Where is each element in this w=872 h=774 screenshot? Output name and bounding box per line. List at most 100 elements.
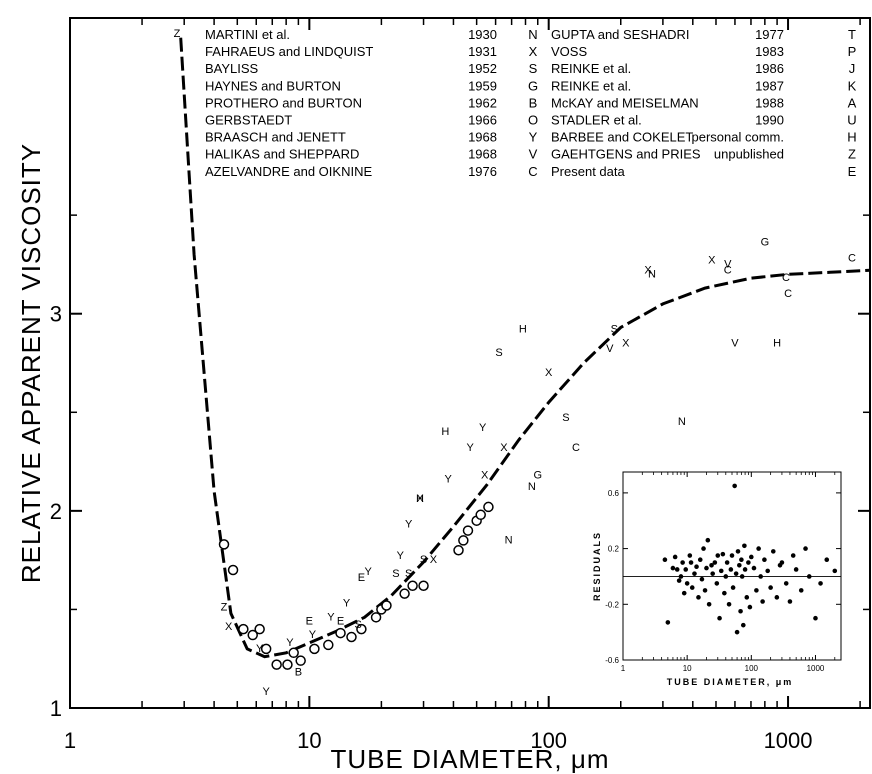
inset-frame <box>622 471 842 661</box>
data-point-Y: Y <box>364 566 372 578</box>
residual-point <box>723 574 729 579</box>
residual-point <box>692 571 697 576</box>
data-point-X: X <box>644 264 652 276</box>
data-point-Y: Y <box>444 473 452 485</box>
legend-year: 1968 <box>468 147 497 162</box>
legend-symbol: E <box>848 164 857 179</box>
legend-author: STADLER et al. <box>551 113 642 128</box>
data-point-Y: Y <box>479 422 487 434</box>
residual-point <box>779 560 785 565</box>
data-point-E: E <box>337 615 344 627</box>
residual-point <box>832 568 838 574</box>
residual-point <box>765 568 770 574</box>
data-point-O <box>309 643 320 655</box>
data-point-O <box>418 580 429 592</box>
residual-point <box>747 604 753 610</box>
legend-symbol: H <box>847 130 856 145</box>
residual-point <box>739 574 745 579</box>
fit-curve-layer <box>179 37 871 659</box>
residual-point <box>688 560 694 565</box>
residual-point <box>697 557 703 563</box>
data-point-X: X <box>545 367 553 379</box>
data-point-O <box>407 580 418 592</box>
data-point-X: X <box>225 621 233 633</box>
data-point-O <box>381 600 392 611</box>
fit-curve <box>179 37 871 659</box>
residuals-inset: 1 10 100 1000 0.6 0.2 -0.2 -0.6 RESIDUALS TUBE … <box>592 471 842 687</box>
y-axis-label: RELATIVE APPARENT VISCOSITY <box>16 143 46 583</box>
data-point-B: B <box>295 667 302 679</box>
residual-point <box>732 483 737 489</box>
residual-point <box>687 553 693 558</box>
legend-entry: BRAASCH and JENETT 1968 Y <box>205 130 538 145</box>
y-tick-label: 1 <box>50 696 62 721</box>
residual-point <box>742 543 747 549</box>
legend-symbol: U <box>847 113 856 128</box>
legend-entry: GERBSTAEDT 1966 O <box>205 113 538 128</box>
residual-point <box>744 595 750 600</box>
residual-point <box>709 563 714 568</box>
residual-point <box>734 629 740 635</box>
data-point-Y: Y <box>397 550 405 562</box>
legend-author: REINKE et al. <box>551 61 631 76</box>
legend-symbol: X <box>529 44 538 59</box>
residual-point <box>760 599 765 604</box>
residual-point <box>793 567 799 572</box>
residual-point <box>710 571 715 576</box>
residual-point <box>683 567 689 572</box>
inset-y-tick-label: 0.6 <box>608 489 620 498</box>
residual-point <box>735 549 741 554</box>
residual-point <box>749 554 754 560</box>
data-point-N: N <box>505 534 513 546</box>
legend-entry: VOSS 1983 P <box>551 44 856 59</box>
data-point-X: X <box>708 254 716 266</box>
data-point-Y: Y <box>467 442 475 454</box>
residual-point <box>742 567 748 572</box>
legend-year: 1983 <box>755 44 784 59</box>
legend-author: PROTHERO and BURTON <box>205 95 362 110</box>
data-point-O <box>218 539 230 550</box>
residual-point <box>774 595 780 600</box>
data-point-O <box>247 629 258 641</box>
data-point-E: E <box>306 615 313 627</box>
residual-point <box>699 576 705 582</box>
residual-point <box>678 574 684 579</box>
residual-point <box>706 601 712 607</box>
data-point-Y: Y <box>262 686 270 698</box>
residual-point <box>824 557 830 563</box>
inset-x-tick-label: 100 <box>745 664 759 673</box>
legend-entry: REINKE et al. 1987 K <box>551 78 857 93</box>
data-point-N: N <box>648 268 656 280</box>
residual-point <box>818 581 823 586</box>
data-point-O <box>282 659 293 670</box>
legend-symbol: S <box>529 61 538 76</box>
legend-entry: GUPTA and SESHADRI 1977 T <box>551 27 856 42</box>
residual-point <box>672 554 678 560</box>
legend-entry: BAYLISS 1952 S <box>205 61 538 76</box>
data-point-S: S <box>405 568 412 580</box>
data-point-S: S <box>562 412 569 424</box>
residual-point <box>787 599 793 604</box>
data-point-H: H <box>773 337 781 349</box>
residual-point <box>751 565 757 571</box>
data-point-O <box>254 623 265 635</box>
residual-point <box>768 585 773 590</box>
residual-point <box>722 590 727 596</box>
residual-point <box>790 553 796 558</box>
legend-year: 1987 <box>755 78 784 93</box>
inset-points-layer <box>662 483 838 635</box>
data-point-O <box>238 623 249 635</box>
x-tick-label: 1 <box>64 728 76 753</box>
data-point-S: S <box>392 568 399 580</box>
residual-point <box>729 553 735 558</box>
legend-author: HAYNES and BURTON <box>205 78 341 93</box>
data-point-S: S <box>495 347 502 359</box>
plot-frame <box>69 17 871 709</box>
legend-symbol: C <box>528 164 537 179</box>
data-point-O <box>458 535 469 546</box>
data-point-O <box>295 655 306 666</box>
data-point-Y: Y <box>343 598 351 610</box>
residual-point <box>705 537 711 543</box>
residual-point <box>770 549 776 554</box>
